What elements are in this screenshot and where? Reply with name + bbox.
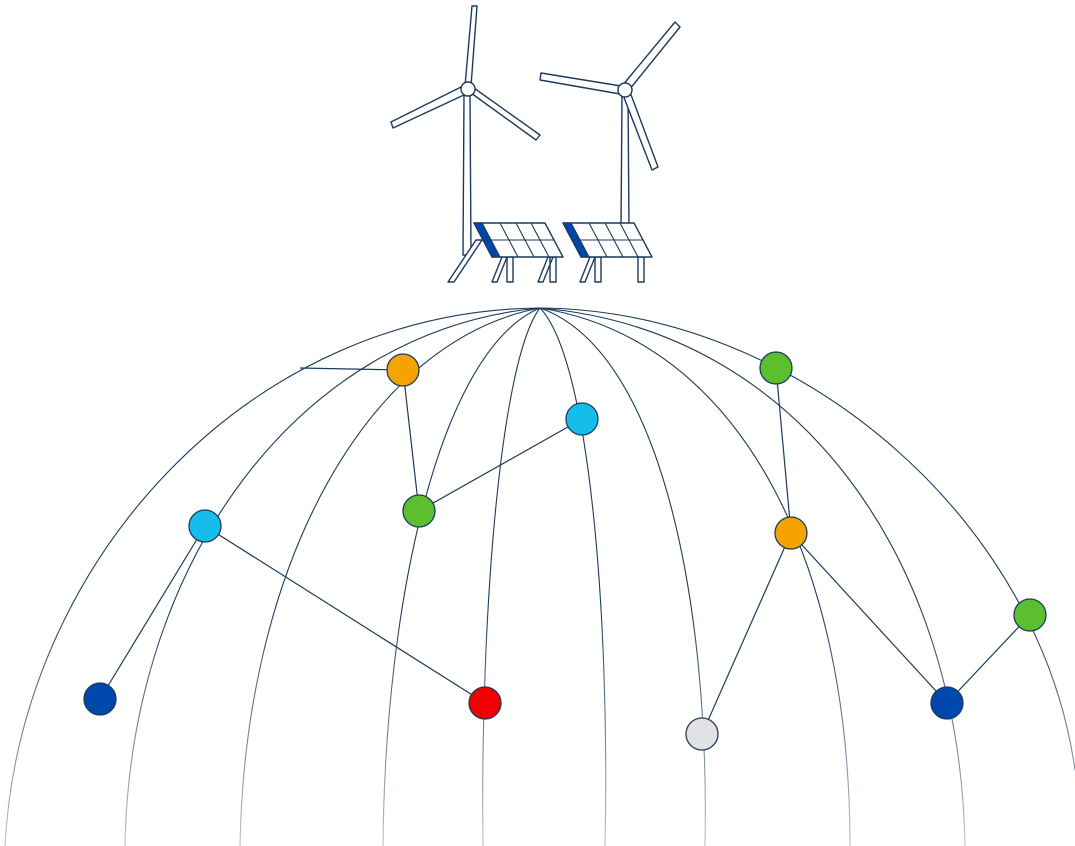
blade <box>465 6 477 86</box>
node <box>566 403 598 435</box>
panel-leg <box>492 257 513 282</box>
node <box>84 683 116 715</box>
node <box>686 718 718 750</box>
node <box>775 517 807 549</box>
meridian <box>540 308 850 846</box>
edge <box>100 526 205 699</box>
blade <box>622 22 680 90</box>
node <box>469 687 501 719</box>
meridian <box>125 308 540 846</box>
hub <box>461 82 475 96</box>
tower <box>463 95 471 255</box>
node <box>931 687 963 719</box>
hub <box>618 83 632 97</box>
edge <box>205 526 485 703</box>
meridian <box>540 308 965 846</box>
node <box>189 510 221 542</box>
node <box>403 495 435 527</box>
blade <box>540 73 621 94</box>
edge <box>702 533 791 734</box>
network-edges <box>100 368 1030 734</box>
edge <box>419 419 582 511</box>
outline <box>5 308 1075 846</box>
meridian <box>540 308 705 846</box>
panel-leg <box>538 257 556 282</box>
network-nodes <box>84 352 1046 750</box>
blade <box>391 86 466 128</box>
panel-leg <box>580 257 601 282</box>
globe <box>5 308 1075 846</box>
node <box>760 352 792 384</box>
meridian <box>383 308 540 846</box>
tower <box>621 96 629 228</box>
node <box>1014 599 1046 631</box>
panel-leg <box>638 257 644 282</box>
edge <box>947 615 1030 703</box>
blade <box>471 88 540 140</box>
page <box>0 0 1075 846</box>
edge <box>403 370 419 511</box>
wind-turbines <box>391 6 680 255</box>
solar-panels <box>448 223 652 282</box>
illustration <box>0 0 1075 846</box>
node <box>387 354 419 386</box>
meridian <box>540 308 606 846</box>
meridian <box>483 308 540 846</box>
